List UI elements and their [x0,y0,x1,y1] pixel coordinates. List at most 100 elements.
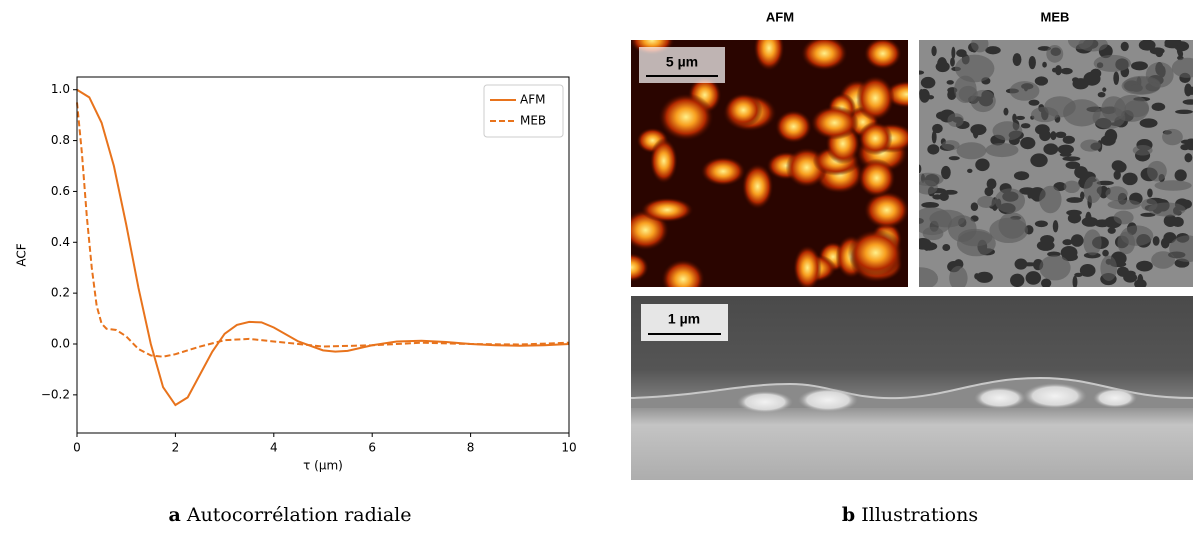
meb-pore [1028,55,1036,70]
meb-domain [1132,145,1153,156]
meb-pore [986,178,997,190]
x-tick-label: 4 [270,441,278,455]
meb-pore [1013,171,1030,181]
meb-pore [956,49,967,57]
meb-domain [1100,255,1117,281]
meb-domain [949,265,968,287]
meb-pore [941,165,951,180]
afm-grain [724,92,763,128]
meb-pore [1025,271,1042,285]
plot-frame [76,76,570,434]
meb-pore [921,242,938,251]
meb-domain [955,54,995,83]
meb-pore [1074,166,1088,179]
meb-pore [1136,260,1153,272]
caption-text: Illustrations [861,504,978,526]
meb-pore [919,88,930,103]
meb-pore [920,76,936,89]
meb-domain [956,142,987,160]
meb-pore [1138,40,1156,51]
meb-pore [970,124,987,136]
meb-pore [1155,48,1164,58]
meb-pore [1050,131,1057,141]
meb-domain [1141,198,1158,212]
scale-label: 1 µm [668,311,700,327]
afm-grain [810,105,859,140]
meb-domain [985,142,1019,158]
meb-pore [951,46,956,60]
meb-pore [1096,180,1114,186]
meb-domain [1148,202,1186,217]
afm-grain [793,244,822,287]
meb-image [919,40,1193,287]
meb-pore [1139,118,1158,128]
meb-domain [1113,210,1134,225]
meb-pore [1122,172,1138,186]
meb-pore [1184,153,1193,163]
meb-domain [1083,229,1102,256]
meb-domain [970,89,996,113]
meb-pore [939,192,949,201]
meb-domain [1162,128,1183,146]
afm-grain [858,121,893,156]
legend-label: AFM [520,93,545,107]
meb-pore [1034,76,1049,86]
afm-grain [863,40,902,70]
meb-pore [1020,123,1031,129]
afm-grain [857,158,896,198]
meb-pore [1010,273,1025,287]
meb-pore [975,158,990,172]
legend-box [483,84,564,138]
meb-pore [1067,213,1082,224]
afm-grain [661,259,706,287]
meb-pore [931,130,937,144]
x-axis-label: τ (μm) [303,459,343,473]
meb-domain [1031,106,1059,123]
meb-domain [941,140,960,151]
meb-domain [947,215,977,242]
meb-pore [1062,156,1081,162]
afm-grain [800,40,848,71]
meb-pore [1104,129,1118,143]
meb-pore [1065,161,1081,169]
meb-pore [1102,249,1109,257]
meb-pore [1184,83,1192,97]
meb-pore [1182,99,1193,105]
meb-domain [919,267,939,287]
meb-pore [1054,65,1062,76]
meb-pore [1052,67,1057,73]
y-axis-label: ACF [15,243,29,266]
meb-pore [1055,131,1067,139]
meb-pore [937,57,948,71]
meb-pore [1062,239,1073,246]
meb-domain [1092,106,1126,130]
afm-grain [863,191,908,229]
meb-pore [1152,236,1160,246]
meb-domain [977,195,996,208]
meb-pore [1020,136,1036,150]
meb-pore [1120,41,1129,52]
y-tick-label: 1.0 [51,82,70,96]
caption-text: Autocorrélation radiale [186,504,412,526]
meb-pore [1041,278,1052,287]
x-tick-label: 10 [561,441,576,455]
meb-domain [1154,180,1192,191]
meb-pore [1134,279,1147,287]
meb-domain [994,188,1026,213]
meb-pore [1164,41,1182,49]
meb-pore [1059,152,1072,157]
meb-pore [936,111,949,120]
meb-domain [1080,139,1101,152]
y-tick-label: 0.4 [51,235,70,249]
meb-pore [1072,78,1089,90]
meb-pore [1140,212,1156,217]
meb-pore [1012,53,1022,66]
meb-pore [927,144,940,155]
meb-pore [1003,107,1009,116]
meb-pore [919,70,925,75]
x-tick-label: 0 [73,441,81,455]
meb-pore [1111,160,1125,172]
meb-pore [984,186,994,197]
meb-pore [1151,102,1166,112]
meb-domain [1105,186,1128,202]
